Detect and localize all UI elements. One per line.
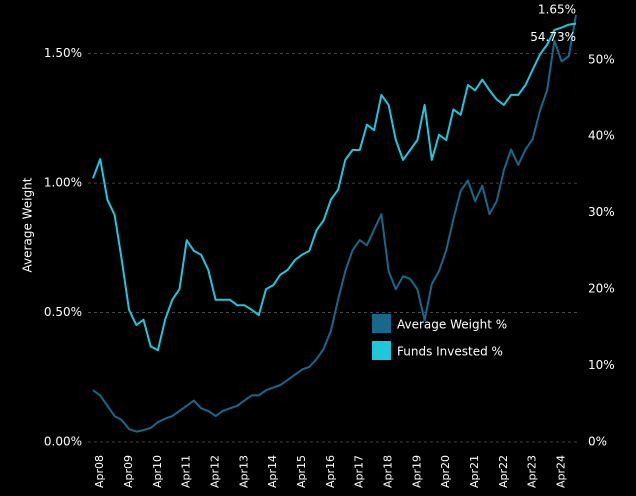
y2-tick-label: 10% bbox=[588, 358, 615, 372]
y2-tick-label: 0% bbox=[588, 435, 607, 449]
x-tick-label: Apr22 bbox=[497, 455, 510, 488]
x-tick-label: Apr23 bbox=[526, 455, 539, 488]
y-axis-label: Average Weight bbox=[21, 177, 35, 272]
x-tick-label: Apr20 bbox=[439, 455, 452, 488]
x-tick-label: Apr11 bbox=[180, 455, 193, 488]
y-tick-label: 0.50% bbox=[44, 305, 82, 319]
y2-tick-label: 50% bbox=[588, 52, 615, 66]
legend-label: Average Weight % bbox=[397, 318, 507, 332]
x-tick-label: Apr10 bbox=[151, 455, 164, 488]
y2-tick-label: 40% bbox=[588, 129, 615, 143]
x-tick-label: Apr13 bbox=[237, 455, 250, 488]
series-line bbox=[92, 14, 577, 433]
x-tick-label: Apr16 bbox=[324, 455, 337, 488]
x-tick-label: Apr18 bbox=[382, 455, 395, 488]
x-tick-label: Apr12 bbox=[209, 455, 222, 488]
x-tick-label: Apr17 bbox=[353, 455, 366, 488]
x-tick-label: Apr21 bbox=[468, 455, 481, 488]
y-tick-label: 0.00% bbox=[44, 435, 82, 449]
data-label: 54.73% bbox=[530, 30, 576, 44]
x-tick-label: Apr14 bbox=[266, 455, 279, 488]
x-tick-label: Apr19 bbox=[410, 455, 423, 488]
y-tick-label: 1.00% bbox=[44, 176, 82, 190]
y2-tick-label: 20% bbox=[588, 282, 615, 296]
data-label: 1.65% bbox=[538, 2, 576, 16]
legend-label: Funds Invested % bbox=[397, 345, 503, 359]
x-tick-label: Apr08 bbox=[93, 455, 106, 488]
x-tick-label: Apr15 bbox=[295, 455, 308, 488]
x-tick-label: Apr24 bbox=[555, 455, 568, 488]
legend-swatch bbox=[372, 341, 391, 360]
series-line bbox=[92, 22, 577, 352]
y-tick-label: 1.50% bbox=[44, 46, 82, 60]
x-tick-label: Apr09 bbox=[122, 455, 135, 488]
y2-tick-label: 30% bbox=[588, 205, 615, 219]
legend-swatch bbox=[372, 314, 391, 333]
